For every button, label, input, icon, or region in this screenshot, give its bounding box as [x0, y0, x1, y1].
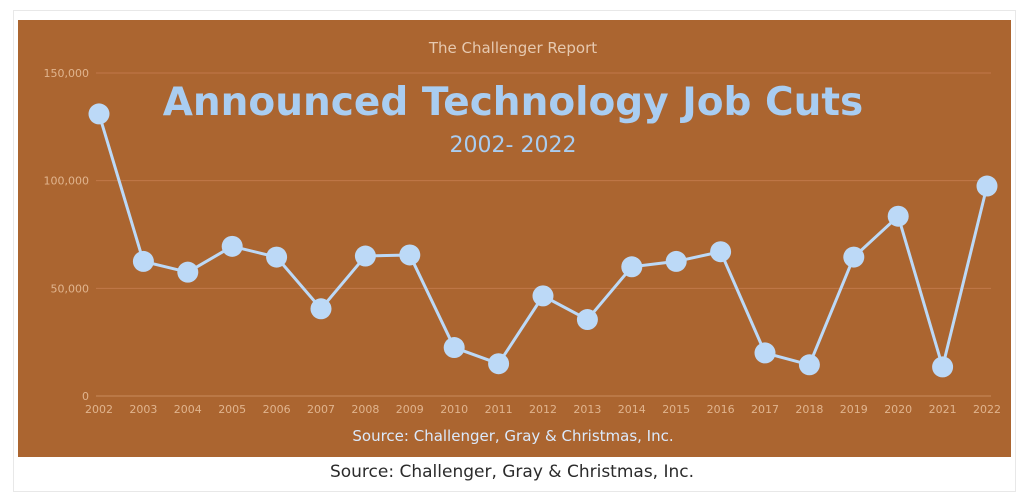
x-tick-label: 2013	[573, 403, 601, 416]
chart-panel: 0 50,000 100,000 150,000 2002 2003 2004 2005 20…	[18, 20, 1011, 457]
data-point	[488, 353, 510, 375]
x-tick-label: 2022	[973, 403, 1001, 416]
data-point	[310, 298, 332, 320]
figure-caption: Source: Challenger, Gray & Christmas, In…	[329, 462, 695, 482]
x-tick-label: 2008	[351, 403, 379, 416]
x-tick-label: 2010	[440, 403, 468, 416]
x-tick-label: 2009	[396, 403, 424, 416]
data-point	[354, 245, 376, 267]
chart-subtitle: 2002- 2022	[450, 133, 577, 158]
data-point	[976, 175, 998, 197]
source-label: Source: Challenger, Gray & Christmas, In…	[352, 427, 673, 445]
data-point	[532, 285, 554, 307]
data-point	[754, 342, 776, 364]
y-tick-label: 100,000	[44, 175, 90, 188]
data-point	[88, 103, 110, 125]
data-point	[887, 205, 909, 227]
x-tick-label: 2018	[795, 403, 823, 416]
x-tick-label: 2014	[618, 403, 646, 416]
x-tick-label: 2017	[751, 403, 779, 416]
data-point	[177, 261, 199, 283]
y-tick-label: 150,000	[44, 67, 90, 80]
x-tick-label: 2015	[662, 403, 690, 416]
data-point	[710, 241, 732, 263]
data-point	[221, 235, 243, 257]
data-point	[132, 250, 154, 272]
x-tick-label: 2003	[129, 403, 157, 416]
y-tick-label: 0	[82, 390, 89, 403]
x-tick-label: 2016	[707, 403, 735, 416]
x-tick-label: 2007	[307, 403, 335, 416]
x-tick-label: 2002	[85, 403, 113, 416]
x-tick-label: 2006	[263, 403, 291, 416]
x-tick-label: 2005	[218, 403, 246, 416]
data-point	[576, 309, 598, 331]
y-tick-label: 50,000	[51, 282, 90, 295]
x-tick-label: 2012	[529, 403, 557, 416]
x-tick-label: 2004	[174, 403, 202, 416]
x-axis-ticks: 2002 2003 2004 2005 2006 2007 2008 2009 2010 2011…	[85, 403, 1001, 416]
x-tick-label: 2021	[929, 403, 957, 416]
data-points	[88, 103, 998, 378]
y-axis-ticks: 0 50,000 100,000 150,000	[44, 67, 90, 403]
data-point	[843, 246, 865, 268]
x-tick-label: 2019	[840, 403, 868, 416]
data-point	[266, 246, 288, 268]
data-point	[621, 256, 643, 278]
chart-title: Announced Technology Job Cuts	[163, 80, 864, 125]
x-tick-label: 2011	[485, 403, 513, 416]
x-tick-label: 2020	[884, 403, 912, 416]
data-point	[665, 250, 687, 272]
data-point	[399, 244, 421, 266]
data-point	[798, 354, 820, 376]
data-point	[932, 356, 954, 378]
data-point	[443, 337, 465, 359]
report-label: The Challenger Report	[428, 39, 597, 57]
